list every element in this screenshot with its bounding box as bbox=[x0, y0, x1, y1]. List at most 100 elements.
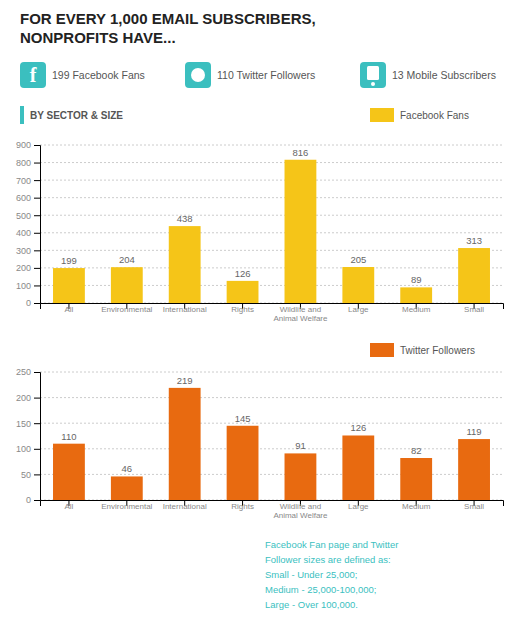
bar bbox=[458, 439, 490, 500]
text-line: Environmental bbox=[101, 305, 152, 314]
tick-label: Rights bbox=[231, 305, 254, 314]
tick-label: 50 bbox=[21, 470, 31, 480]
text-line: Large - Over 100,000. bbox=[265, 599, 358, 610]
tick-mark bbox=[34, 250, 40, 251]
tick-label: Large bbox=[348, 502, 369, 511]
tick-label: Medium bbox=[402, 305, 431, 314]
tick-label: 100 bbox=[16, 444, 31, 454]
grid-line bbox=[40, 423, 503, 424]
bar bbox=[111, 476, 143, 500]
data-label: 89 bbox=[411, 274, 422, 285]
text-line: Medium bbox=[402, 305, 431, 314]
tick: 400 bbox=[16, 228, 40, 238]
text-line: International bbox=[163, 305, 207, 314]
tick: Large bbox=[348, 500, 369, 511]
tick: Rights bbox=[231, 303, 254, 314]
text-line: Wildlife and bbox=[280, 305, 321, 314]
grid-line bbox=[40, 372, 503, 373]
tick: 700 bbox=[16, 175, 40, 185]
tick-label: 200 bbox=[16, 263, 31, 273]
icon-twitter bbox=[185, 62, 211, 88]
text-line: Medium - 25,000-100,000; bbox=[265, 584, 376, 595]
tick: 600 bbox=[16, 193, 40, 203]
data-label: 126 bbox=[235, 268, 251, 279]
data-label: 205 bbox=[350, 254, 366, 265]
data-label: 91 bbox=[295, 440, 306, 451]
legend-swatch bbox=[370, 343, 394, 357]
text-line: Facebook Fan page and Twitter bbox=[265, 539, 398, 550]
tick-mark bbox=[34, 145, 40, 146]
data-label: 119 bbox=[466, 426, 481, 437]
tick: Environmental bbox=[101, 500, 152, 511]
bar bbox=[227, 426, 259, 500]
text-line: All bbox=[64, 502, 73, 511]
bar bbox=[227, 281, 259, 303]
tick: 200 bbox=[16, 263, 40, 273]
grid-line bbox=[40, 474, 503, 475]
tick-label: Environmental bbox=[101, 502, 152, 511]
bar bbox=[458, 248, 490, 303]
grid-line bbox=[40, 397, 503, 398]
tick-mark bbox=[34, 285, 40, 286]
tick-label: All bbox=[64, 502, 73, 511]
data-label: 204 bbox=[119, 254, 135, 265]
x-axis: All Environmental International Rights Wildl… bbox=[41, 500, 504, 520]
legend-entry: Twitter Followers bbox=[400, 345, 475, 356]
tick: 0 bbox=[26, 495, 40, 505]
icon-letter: f bbox=[30, 64, 37, 86]
y-axis: 0100200300400500600700800900 bbox=[16, 140, 41, 308]
tick-mark bbox=[34, 398, 40, 399]
tick-label: 500 bbox=[16, 211, 31, 221]
tick: 300 bbox=[16, 246, 40, 256]
text-line: All bbox=[64, 305, 73, 314]
tick-label: 250 bbox=[16, 367, 31, 377]
text-line: Large bbox=[348, 305, 369, 314]
tick: Environmental bbox=[101, 303, 152, 314]
text-line: International bbox=[163, 502, 207, 511]
icon-phone bbox=[360, 62, 386, 88]
tick-label: 900 bbox=[16, 140, 31, 150]
text-line: FOR EVERY 1,000 EMAIL SUBSCRIBERS, bbox=[20, 10, 316, 27]
tick: International bbox=[163, 500, 207, 511]
grid bbox=[40, 145, 503, 303]
tick: International bbox=[163, 303, 207, 314]
text-line: Animal Welfare bbox=[273, 511, 328, 520]
tick-mark bbox=[34, 163, 40, 164]
grid bbox=[40, 372, 503, 500]
tick-mark bbox=[34, 423, 40, 424]
tick: Wildlife andAnimal Welfare bbox=[273, 500, 328, 520]
grid-line bbox=[40, 285, 503, 286]
text-line: Small bbox=[464, 502, 484, 511]
tick-label: Rights bbox=[231, 502, 254, 511]
text-line: Rights bbox=[231, 305, 254, 314]
tick-mark bbox=[34, 372, 40, 373]
grid-line bbox=[40, 162, 503, 163]
tick-label: All bbox=[64, 305, 73, 314]
tick-mark bbox=[34, 233, 40, 234]
tick-label: 0 bbox=[26, 298, 31, 308]
text-line: Small - Under 25,000; bbox=[265, 569, 357, 580]
tick: 50 bbox=[21, 470, 40, 480]
icon-facebook bbox=[20, 62, 46, 88]
bar bbox=[169, 226, 201, 303]
axis-line bbox=[34, 146, 41, 304]
grid-line bbox=[40, 197, 503, 198]
data-label: 82 bbox=[411, 445, 422, 456]
tick: 250 bbox=[16, 367, 40, 377]
grid-line bbox=[40, 267, 503, 268]
tick-label: Small bbox=[464, 305, 484, 314]
tick: All bbox=[64, 500, 73, 511]
tick: 900 bbox=[16, 140, 40, 150]
data-label: 313 bbox=[466, 235, 482, 246]
bar bbox=[53, 444, 85, 500]
bars bbox=[53, 388, 490, 500]
grid-line bbox=[40, 232, 503, 233]
tick-mark bbox=[34, 449, 40, 450]
tick-label: Environmental bbox=[101, 305, 152, 314]
bar bbox=[400, 458, 432, 500]
tick-label: Medium bbox=[402, 502, 431, 511]
data-label: 126 bbox=[350, 422, 366, 433]
tick-mark bbox=[34, 500, 40, 501]
text-line: Small bbox=[464, 305, 484, 314]
tick-label: 0 bbox=[26, 495, 31, 505]
